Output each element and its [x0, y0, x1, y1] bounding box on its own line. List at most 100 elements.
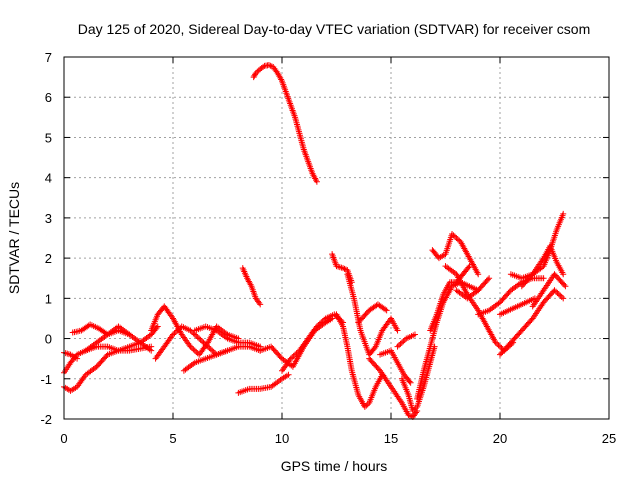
- data-point: [188, 328, 195, 335]
- data-point: [449, 230, 456, 237]
- series-arc-ag: [529, 271, 569, 310]
- series-arc-j: [250, 62, 320, 185]
- data-point: [313, 323, 320, 330]
- data-point: [313, 178, 320, 185]
- y-tick-label: 7: [45, 50, 52, 65]
- data-point: [200, 339, 207, 346]
- data-point: [260, 63, 267, 70]
- data-point: [554, 289, 561, 296]
- data-point: [188, 344, 195, 351]
- data-point: [397, 340, 404, 347]
- data-point: [285, 371, 292, 378]
- data-point: [398, 339, 405, 346]
- data-point: [560, 210, 567, 217]
- chart-title: Day 125 of 2020, Sidereal Day-to-day VTE…: [78, 21, 591, 37]
- data-point: [361, 403, 368, 410]
- data-point: [206, 344, 213, 351]
- data-point: [74, 355, 81, 362]
- data-point: [450, 232, 457, 239]
- data-point: [551, 287, 558, 294]
- data-point: [453, 235, 460, 241]
- series-arc-n: [279, 311, 347, 374]
- y-tick-label: 6: [45, 90, 52, 105]
- data-point: [364, 401, 371, 408]
- series-arc-t: [377, 347, 414, 386]
- data-point: [293, 350, 300, 357]
- x-axis-label: GPS time / hours: [281, 458, 388, 474]
- series-arc-e: [82, 323, 155, 354]
- data-point: [148, 347, 155, 354]
- data-point: [193, 348, 200, 355]
- data-point: [171, 330, 178, 337]
- data-point: [287, 355, 294, 362]
- y-tick-label: 1: [45, 291, 52, 306]
- data-point: [170, 331, 176, 338]
- data-point: [562, 283, 569, 290]
- data-point: [340, 265, 347, 272]
- data-point: [371, 344, 378, 351]
- plot-frame: [63, 56, 610, 420]
- series-arc-k: [239, 265, 264, 308]
- data-point: [254, 68, 261, 75]
- series-arc-r: [355, 301, 390, 326]
- data-point: [318, 319, 325, 326]
- data-point: [540, 275, 547, 282]
- data-point: [201, 340, 208, 347]
- data-point: [194, 334, 201, 341]
- data-point: [315, 322, 322, 329]
- data-point: [193, 332, 200, 339]
- data-point: [190, 330, 197, 337]
- y-tick-label: 3: [45, 211, 52, 226]
- x-tick-label: 25: [602, 431, 616, 446]
- series-arc-x: [427, 263, 473, 334]
- data-point: [406, 378, 413, 385]
- data-point: [560, 295, 567, 302]
- data-point: [401, 336, 408, 343]
- data-point: [486, 275, 493, 282]
- data-point: [394, 343, 401, 350]
- data-point: [251, 72, 258, 79]
- y-tick-label: -2: [40, 412, 52, 427]
- data-point: [484, 276, 491, 283]
- data-point: [382, 306, 389, 313]
- x-tick-label: 0: [60, 431, 67, 446]
- data-point: [451, 233, 458, 240]
- series-arc-m: [257, 315, 336, 370]
- data-point: [252, 70, 259, 77]
- data-point: [400, 338, 407, 345]
- data-point: [172, 328, 179, 335]
- data-point: [363, 402, 370, 409]
- series-arc-c: [61, 349, 81, 362]
- y-tick-label: 0: [45, 332, 52, 347]
- data-point: [174, 327, 181, 334]
- data-point: [341, 265, 348, 272]
- data-point: [316, 320, 323, 327]
- data-point: [199, 338, 206, 345]
- data-point: [207, 346, 214, 353]
- data-point: [408, 413, 415, 420]
- data-point: [383, 307, 390, 314]
- data-point: [321, 316, 328, 323]
- data-point: [561, 281, 568, 288]
- series-arc-l: [235, 371, 292, 396]
- series-arc-ad: [497, 295, 538, 318]
- data-point: [290, 352, 297, 359]
- data-point: [267, 62, 274, 69]
- grid-lines: [64, 57, 609, 419]
- data-point: [175, 326, 182, 333]
- y-axis-label: SDTVAR / TECUs: [6, 182, 22, 294]
- data-point: [395, 342, 402, 349]
- y-tick-label: 4: [45, 171, 52, 186]
- data-point: [494, 340, 501, 347]
- data-point: [210, 348, 217, 355]
- x-tick-label: 20: [493, 431, 507, 446]
- x-tick-label: 10: [275, 431, 289, 446]
- series-arc-f: [148, 303, 242, 358]
- y-tick-label: 5: [45, 130, 52, 145]
- data-point: [289, 354, 296, 361]
- data-point: [412, 405, 419, 412]
- axis-ticks: 0 5 10 15 20 25 -2 -1 0 1 2 3 4 5 6 7: [40, 50, 616, 446]
- series-arc-q: [344, 271, 401, 358]
- data-point: [411, 406, 418, 413]
- series-arc-v: [394, 331, 418, 350]
